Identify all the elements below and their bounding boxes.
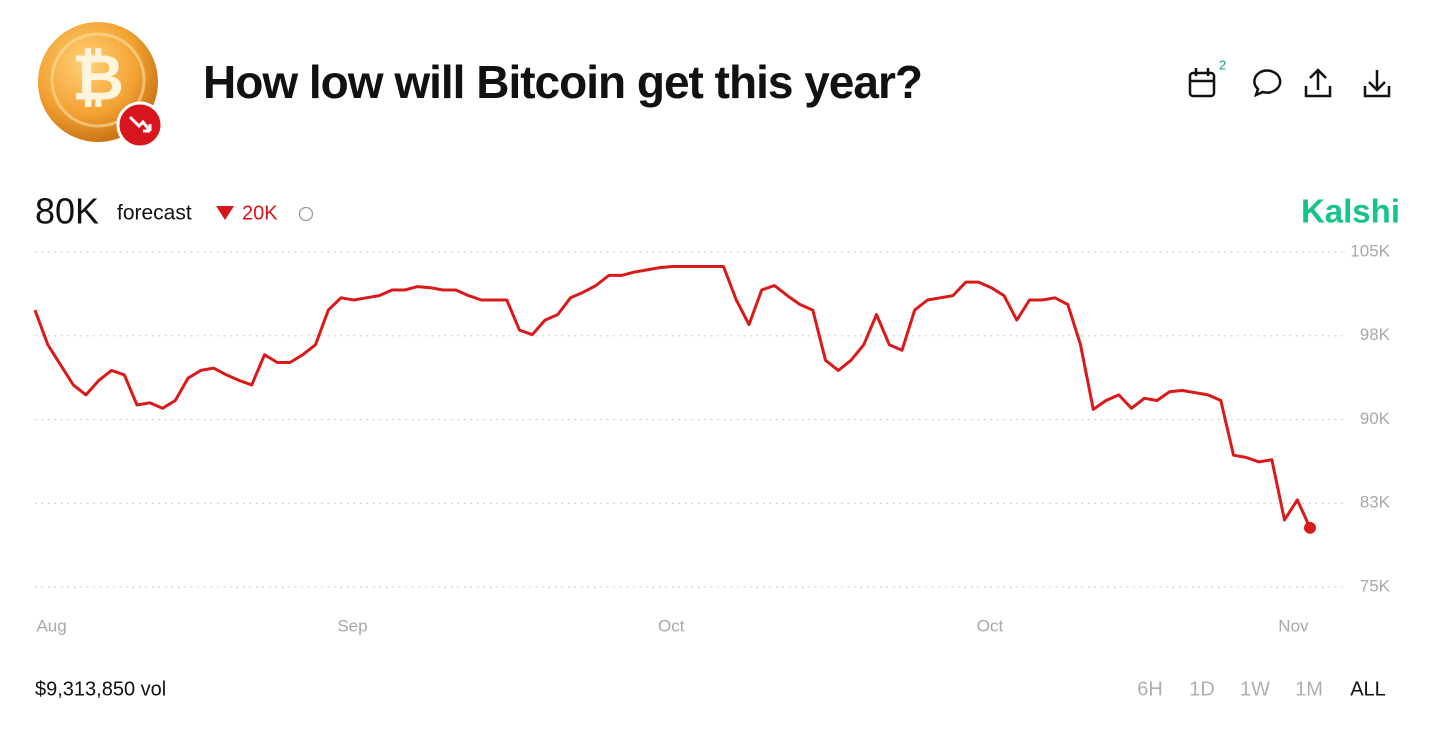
forecast-label: forecast [117,202,192,225]
comment-button[interactable] [1253,69,1282,98]
y-tick-label: 83K [1360,493,1391,512]
end-dot [1304,521,1316,534]
down-arrow [216,206,234,220]
range-buttons: 6H 1D 1W 1M ALL [1137,678,1386,700]
forecast-value: 80K [35,191,99,232]
range-button[interactable]: 1M [1295,678,1323,700]
range-button[interactable]: 6H [1137,678,1163,700]
coin-icon: ₿ [38,22,164,149]
x-tick-label: Oct [658,616,685,635]
x-tick-label: Nov [1278,616,1309,635]
info-icon[interactable] [298,206,314,222]
download-button[interactable] [1363,70,1391,98]
range-button[interactable]: 1D [1189,678,1215,700]
price-line [33,265,1312,529]
y-tick-label: 75K [1360,576,1391,595]
y-tick-label: 105K [1350,241,1390,260]
x-tick-label: Oct [977,616,1004,635]
x-tick-label: Aug [36,616,66,635]
range-button[interactable]: ALL [1350,678,1386,700]
svg-text:₿: ₿ [72,42,124,116]
share-button[interactable] [1304,68,1332,98]
range-button[interactable]: 1W [1240,678,1270,700]
brand: Kalshi [1301,193,1400,230]
y-tick-label: 90K [1360,409,1391,428]
badge: 2 [1219,57,1226,72]
y-tick-label: 98K [1360,325,1391,344]
calendar-button[interactable] [1188,68,1216,98]
x-tick-label: Sep [337,616,367,635]
plot: 75K 83K 90K 98K 105K Aug Sep Oct Oct Nov [33,241,1391,635]
forecast-change: 20K [242,202,278,224]
title: How low will Bitcoin get this year? [203,56,922,108]
volume: $9,313,850 vol [35,678,166,700]
